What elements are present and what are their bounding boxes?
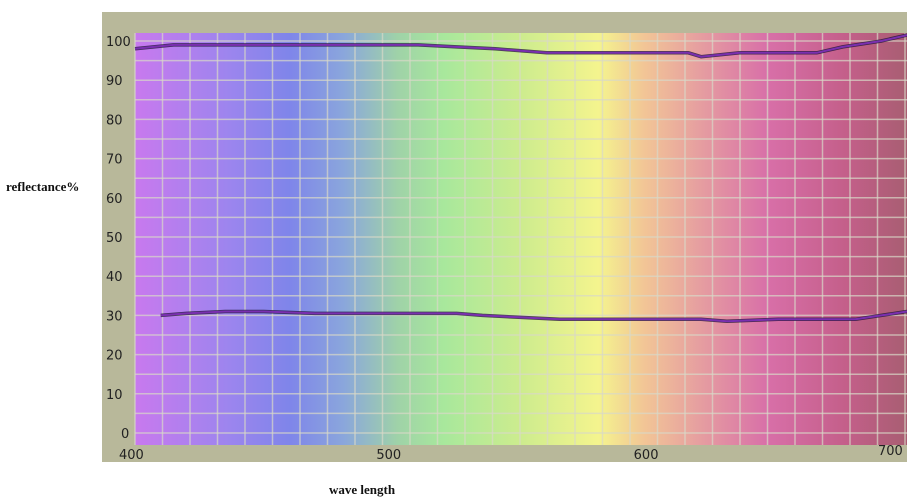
y-tick-label: 40 [106,270,123,285]
plot-area [135,33,907,445]
series-line-2 [160,310,907,323]
x-tick-labels: 400 500 600 700 [119,444,903,463]
y-tick-label: 10 [106,388,123,403]
series-line-1 [134,34,907,58]
y-tick-label: 90 [106,74,123,89]
x-tick-label: 600 [634,448,659,463]
y-tick-label: 80 [106,113,123,128]
y-tick-labels: 0 10 20 30 40 50 60 70 80 90 100 [106,35,131,442]
x-axis-label: wave length [329,482,396,497]
x-tick-label: 500 [376,448,401,463]
grid [134,33,907,445]
y-tick-label: 100 [106,35,131,50]
y-tick-label: 60 [106,192,123,207]
y-tick-label: 30 [106,309,123,324]
y-tick-label: 50 [106,231,123,246]
x-tick-label: 700 [878,444,903,459]
y-axis-label: reflectance% [6,179,80,194]
x-tick-label: 400 [119,448,144,463]
y-tick-label: 70 [106,153,123,168]
y-tick-label: 20 [106,349,123,364]
y-tick-label: 0 [121,427,129,442]
series-lines [134,33,907,324]
